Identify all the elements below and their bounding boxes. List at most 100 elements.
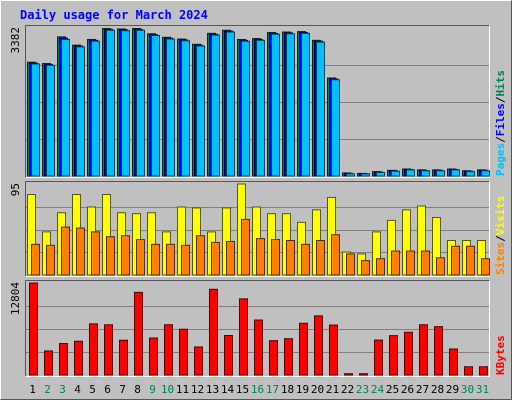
- series-kbytes: [29, 282, 488, 376]
- legend-entry: Pages: [494, 143, 507, 176]
- bar-sites: [226, 240, 235, 276]
- bar-kbytes: [224, 334, 233, 376]
- bar-sites: [271, 239, 280, 276]
- chart-panels: 3382Pages/Files/Hits95Sites/Visits12804K…: [9, 25, 507, 377]
- bar-pages: [166, 38, 175, 177]
- bar-kbytes: [44, 350, 53, 376]
- panel-legend: Pages/Files/Hits: [494, 70, 507, 176]
- series-sites: [31, 218, 490, 276]
- bar-pages: [346, 173, 355, 177]
- bar-sites: [76, 227, 85, 276]
- day-label: 21: [326, 383, 339, 396]
- bar-pages: [46, 64, 55, 177]
- scale-label: 3382: [9, 27, 22, 54]
- bar-sites: [361, 260, 370, 276]
- day-label: 4: [74, 383, 81, 396]
- day-label: 12: [191, 383, 204, 396]
- day-label: 31: [476, 383, 489, 396]
- day-label: 28: [431, 383, 444, 396]
- bar-kbytes: [419, 324, 428, 376]
- bar-kbytes: [179, 328, 188, 376]
- bar-kbytes: [164, 324, 173, 376]
- day-label: 8: [134, 383, 141, 396]
- bar-sites: [301, 243, 310, 276]
- panel-kbytes: 12804 KBytes: [9, 280, 507, 377]
- bar-sites: [466, 245, 475, 276]
- legend-entry: KBytes: [494, 335, 507, 375]
- day-label: 11: [176, 383, 189, 396]
- bar-sites: [241, 218, 250, 276]
- scale-label: 12804: [9, 282, 22, 315]
- bar-pages: [316, 41, 325, 177]
- day-label: 25: [386, 383, 399, 396]
- bar-kbytes: [194, 346, 203, 376]
- day-label: 18: [281, 383, 294, 396]
- bar-kbytes: [374, 339, 383, 376]
- bar-sites: [376, 258, 385, 276]
- bar-kbytes: [359, 373, 368, 376]
- bar-kbytes: [404, 331, 413, 376]
- day-label: 9: [149, 383, 156, 396]
- day-label: 19: [296, 383, 309, 396]
- bar-kbytes: [239, 298, 248, 376]
- day-label: 14: [221, 383, 235, 396]
- day-label: 2: [44, 383, 51, 396]
- bar-pages: [376, 171, 385, 177]
- legend-entry: Sites: [494, 242, 507, 275]
- series-pages: [31, 29, 490, 177]
- day-label: 22: [341, 383, 354, 396]
- panel-visitors: 95 Sites/Visits: [9, 181, 507, 277]
- bar-pages: [301, 32, 310, 177]
- day-label: 26: [401, 383, 414, 396]
- panel-legend: Sites/Visits: [494, 196, 507, 276]
- bar-pages: [61, 38, 70, 177]
- day-label: 5: [89, 383, 96, 396]
- day-label: 24: [371, 383, 385, 396]
- bar-kbytes: [59, 343, 68, 376]
- bar-pages: [271, 33, 280, 177]
- bar-sites: [61, 226, 70, 276]
- day-label: 3: [59, 383, 66, 396]
- bar-pages: [466, 171, 475, 177]
- bar-sites: [196, 235, 205, 276]
- bar-sites: [181, 244, 190, 276]
- bar-kbytes: [449, 348, 458, 376]
- bar-kbytes: [89, 323, 98, 376]
- day-label: 1: [29, 383, 36, 396]
- bar-sites: [91, 231, 100, 276]
- bar-kbytes: [269, 340, 278, 376]
- bar-sites: [481, 258, 490, 276]
- bar-kbytes: [344, 373, 353, 376]
- bar-kbytes: [464, 366, 473, 376]
- bar-sites: [106, 236, 115, 276]
- day-label: 15: [236, 383, 249, 396]
- bar-kbytes: [209, 288, 218, 376]
- bar-sites: [31, 243, 40, 276]
- day-label: 6: [104, 383, 111, 396]
- bar-sites: [406, 250, 415, 276]
- day-label: 29: [446, 383, 459, 396]
- bar-kbytes: [119, 339, 128, 376]
- bar-sites: [286, 240, 295, 276]
- bar-pages: [91, 40, 100, 177]
- bar-pages: [256, 39, 265, 177]
- day-label: 27: [416, 383, 429, 396]
- bar-kbytes: [104, 324, 113, 376]
- legend-entry: /: [494, 235, 507, 242]
- bar-sites: [331, 234, 340, 276]
- bar-pages: [181, 40, 190, 177]
- bar-sites: [166, 243, 175, 276]
- legend-entry: /: [494, 96, 507, 103]
- bar-pages: [76, 46, 85, 177]
- bar-pages: [121, 30, 130, 177]
- bar-kbytes: [314, 315, 323, 376]
- bar-pages: [151, 35, 160, 177]
- bar-pages: [406, 169, 415, 177]
- bar-sites: [421, 250, 430, 276]
- bar-pages: [31, 63, 40, 177]
- bar-pages: [196, 45, 205, 177]
- bar-sites: [451, 245, 460, 276]
- bar-kbytes: [149, 337, 158, 376]
